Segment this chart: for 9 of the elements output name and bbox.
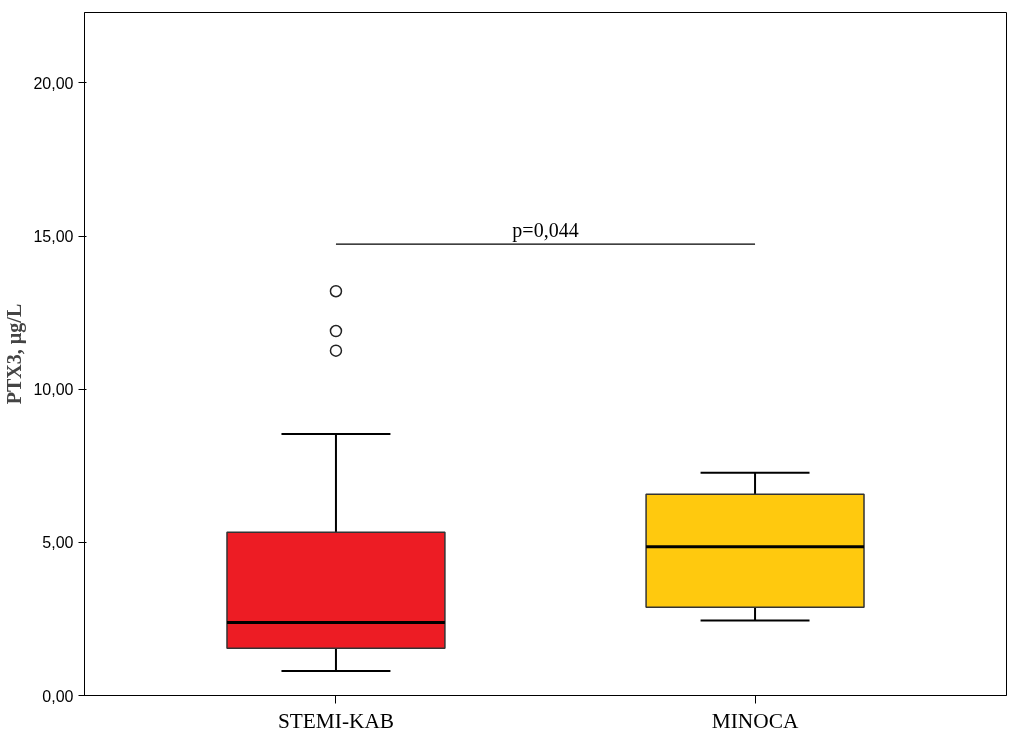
y-tick-label: 20,00 — [33, 74, 74, 92]
y-tick-label: 5,00 — [42, 534, 74, 552]
annotation: p=0,044 — [512, 219, 579, 243]
y-tick-label: 15,00 — [33, 228, 74, 246]
y-tick-label: 10,00 — [33, 381, 74, 399]
x-tick-label: STEMI-KAB — [277, 708, 395, 733]
y-axis-title: PTX3, µg/L — [3, 303, 27, 405]
y-tick-label: 0,00 — [42, 687, 74, 705]
x-tick-label: MINOCA — [711, 708, 799, 733]
